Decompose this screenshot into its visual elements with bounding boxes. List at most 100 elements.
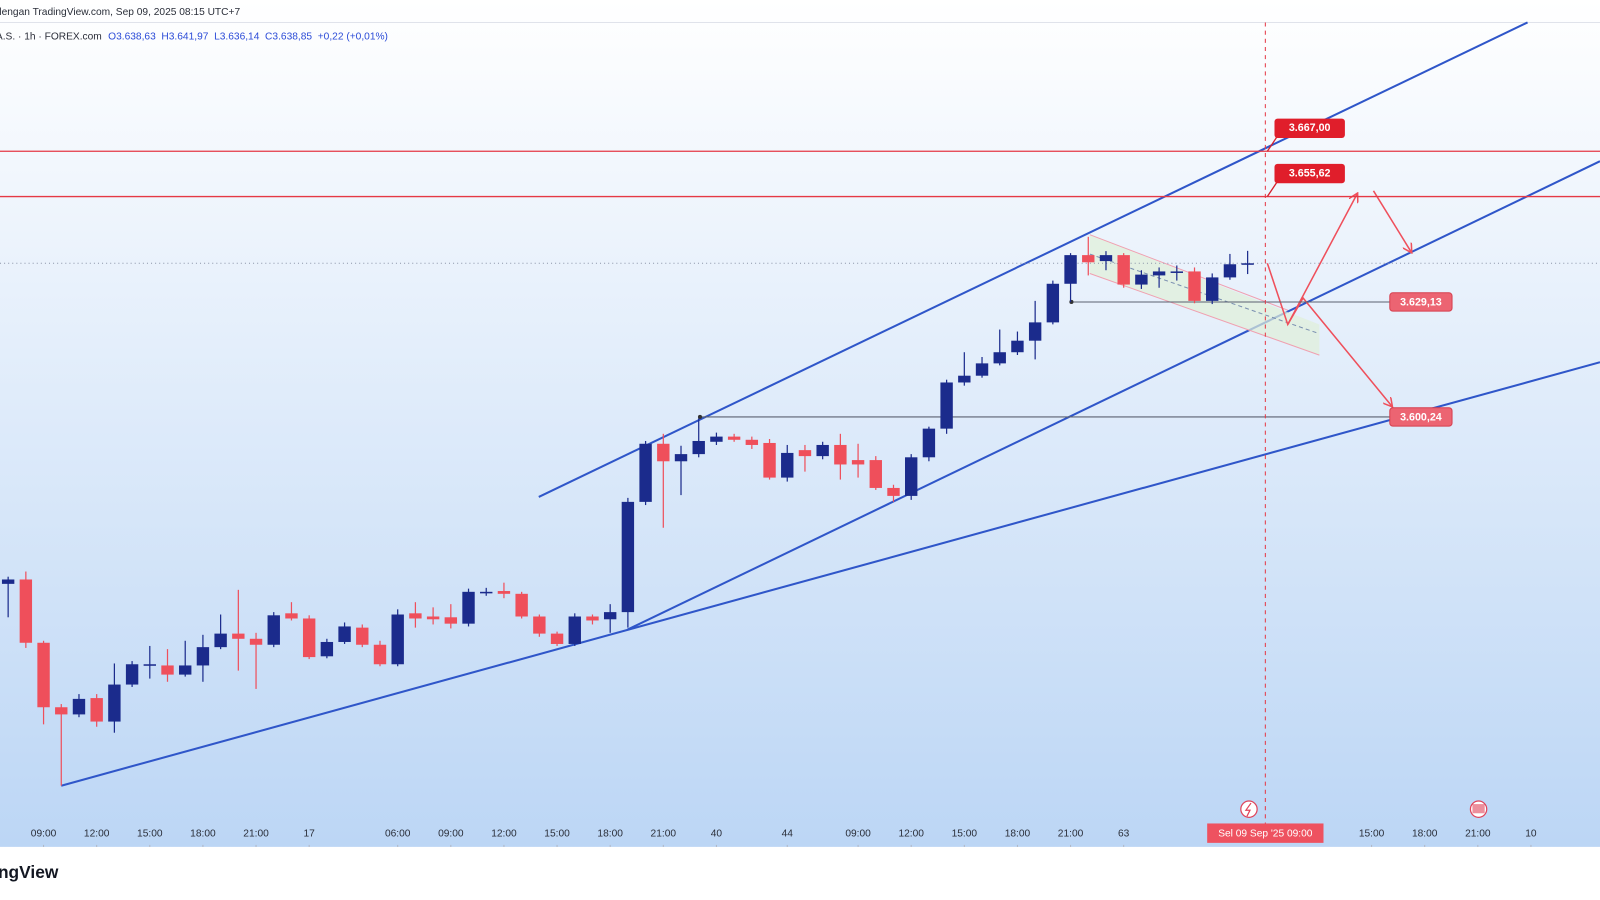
- x-tick-label: 12:00: [84, 828, 110, 839]
- drawings: [0, 21, 1600, 787]
- candle-body: [993, 352, 1006, 364]
- x-tick-label: 10: [1525, 828, 1537, 839]
- x-tick-label: 15:00: [137, 828, 163, 839]
- candle-body: [426, 616, 440, 620]
- candle-body: [1011, 340, 1024, 353]
- x-tick-label: 15:00: [544, 828, 570, 839]
- candle-body: [90, 698, 103, 722]
- symbol: A.S. · 1h · FOREX.com: [0, 31, 102, 42]
- candle-body: [480, 591, 493, 594]
- channel-lower: [627, 160, 1600, 631]
- candle-body: [1028, 322, 1042, 341]
- candle-body: [285, 613, 298, 619]
- candle-body: [196, 647, 210, 666]
- candle-body: [1152, 271, 1166, 276]
- flag-line: [1089, 272, 1320, 356]
- level-anchor: [697, 414, 703, 419]
- candle-body: [1082, 255, 1095, 263]
- crosshair-label: Sel 09 Sep '25 09:00: [1218, 828, 1313, 839]
- candle-body: [373, 644, 387, 665]
- crosshair-label-box: [1207, 823, 1324, 843]
- x-tick-label: 63: [1118, 828, 1130, 839]
- candle-body: [497, 591, 511, 594]
- candle-body: [905, 457, 918, 496]
- candle-body: [515, 593, 528, 617]
- level-connector: [1266, 180, 1279, 197]
- candle-body: [232, 633, 245, 639]
- logo: ngView: [0, 862, 59, 882]
- x-tick-label: 40: [711, 828, 723, 839]
- x-tick-label: 12:00: [491, 828, 517, 839]
- x-tick-label: 44: [782, 828, 794, 839]
- candle-body: [161, 665, 174, 675]
- arrow: [1372, 190, 1411, 252]
- candle-body: [444, 617, 458, 624]
- event-icon: [1240, 800, 1258, 818]
- candle-body: [108, 684, 121, 722]
- trend-line: [60, 361, 1600, 787]
- x-tick-label: 18:00: [190, 828, 216, 839]
- candle-body: [922, 428, 936, 458]
- header-title: dengan TradingView.com, Sep 09, 2025 08:…: [0, 7, 240, 18]
- candle-body: [1223, 264, 1237, 278]
- candle-body: [621, 501, 635, 613]
- candle-body: [19, 579, 33, 643]
- candle-body: [727, 436, 741, 440]
- x-tick-label: 15:00: [952, 828, 978, 839]
- x-tick-label: 17: [303, 828, 315, 839]
- level-label: 3.600,24: [1400, 411, 1442, 423]
- footer: [0, 846, 1600, 900]
- candle-body: [1170, 271, 1184, 273]
- level-label-box: [1274, 118, 1345, 138]
- candle-body: [816, 444, 829, 457]
- candle-body: [745, 439, 759, 445]
- candle-body: [586, 616, 599, 621]
- x-tick-label: 18:00: [1005, 828, 1031, 839]
- candle-body: [1135, 274, 1148, 285]
- x-tick-label: 12:00: [898, 828, 924, 839]
- candle-body: [940, 382, 953, 429]
- candle-body: [1241, 263, 1254, 265]
- x-tick-label: 18:00: [597, 828, 623, 839]
- x-tick-label: 09:00: [845, 828, 871, 839]
- level-label-box: [1389, 292, 1453, 312]
- candle-body: [214, 633, 227, 648]
- candle-body: [72, 698, 86, 715]
- candle-body: [320, 641, 334, 657]
- arrow: [1287, 296, 1392, 406]
- candle-body: [267, 615, 280, 645]
- candle-body: [409, 613, 422, 619]
- candle-body: [568, 616, 581, 644]
- candle-body: [1064, 255, 1077, 284]
- candle-body: [533, 616, 546, 634]
- candle-body: [657, 443, 670, 462]
- level-connector: [1266, 135, 1279, 152]
- x-tick-label: 09:00: [31, 828, 57, 839]
- candle-body: [179, 665, 192, 675]
- candle-body: [1206, 277, 1219, 301]
- candle-body: [302, 618, 316, 658]
- level-label-box: [1274, 163, 1345, 184]
- candle-body: [639, 443, 652, 502]
- candle-body: [1, 579, 15, 584]
- candle-body: [692, 440, 705, 455]
- flag-fill: [1089, 234, 1320, 356]
- candle-body: [356, 627, 369, 645]
- x-tick-label: 21:00: [1465, 828, 1491, 839]
- plot-background: [0, 0, 1600, 847]
- candle-body: [1117, 255, 1130, 285]
- candle-body: [674, 454, 688, 462]
- candle-body: [37, 642, 50, 708]
- candle-body: [958, 375, 971, 383]
- candle-body: [143, 664, 156, 666]
- x-tick-label: 21:00: [243, 828, 269, 839]
- candle-body: [887, 487, 900, 496]
- candle-body: [763, 442, 776, 478]
- x-tick-label: 21:00: [1058, 828, 1084, 839]
- candle-body: [550, 633, 564, 644]
- level-label: 3.667,00: [1289, 122, 1331, 134]
- x-tick-label: 09:00: [438, 828, 464, 839]
- x-tick-label: 21:00: [651, 828, 677, 839]
- candle-body: [1046, 283, 1060, 323]
